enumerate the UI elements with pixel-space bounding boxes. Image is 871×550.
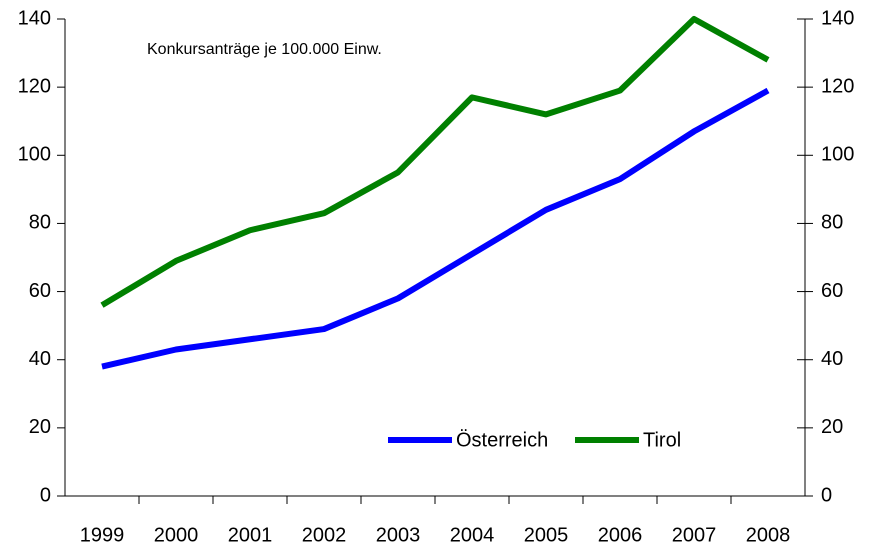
x-tick-label: 2001 [228,524,273,546]
y2-tick-label: 40 [821,348,843,370]
y-tick-label: 40 [29,348,51,370]
x-tick-label: 2006 [598,524,643,546]
legend-label: Österreich [456,429,548,451]
y2-tick-label: 60 [821,280,843,302]
x-tick-label: 1999 [80,524,125,546]
y2-tick-label: 120 [821,75,854,97]
x-tick-label: 2004 [450,524,495,546]
y2-tick-label: 0 [821,484,832,506]
y-tick-label: 100 [18,144,51,166]
x-tick-label: 2000 [154,524,199,546]
y2-tick-label: 140 [821,7,854,29]
y-tick-label: 0 [40,484,51,506]
series-line [101,87,770,370]
x-tick-label: 2008 [746,524,791,546]
x-tick-label: 2005 [524,524,569,546]
x-tick-label: 2007 [672,524,717,546]
y2-tick-label: 20 [821,416,843,438]
annotation: Konkursanträge je 100.000 Einw. [147,41,382,58]
y2-tick-label: 100 [821,144,854,166]
series-line [100,16,770,308]
y2-tick-label: 80 [821,212,843,234]
x-tick-label: 2003 [376,524,421,546]
x-tick-label: 2002 [302,524,347,546]
y-tick-label: 60 [29,280,51,302]
y-tick-label: 20 [29,416,51,438]
y-tick-label: 140 [18,7,51,29]
y-tick-label: 80 [29,212,51,234]
y-tick-label: 120 [18,75,51,97]
legend-label: Tirol [643,429,681,451]
